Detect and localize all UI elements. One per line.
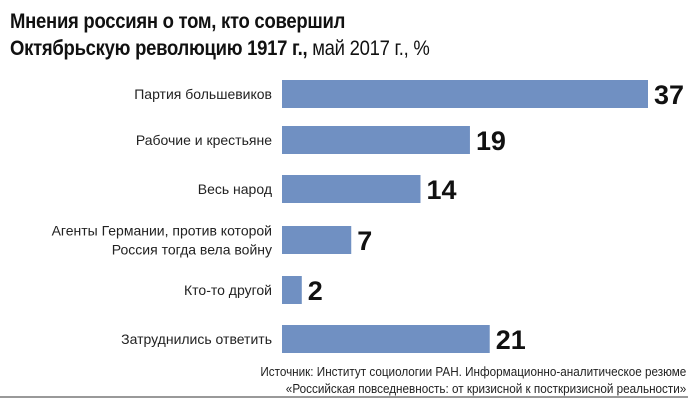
title-line-2-bold: Октябрьскую революцию 1917 г., [10,37,308,60]
category-label: Рабочие и крестьяне [136,132,272,148]
bottom-rule [0,396,688,398]
data-label: 7 [357,226,372,256]
bar [282,276,302,304]
category-label: Кто-то другой [184,282,272,298]
category-label: Затруднились ответить [121,331,272,347]
bar [282,226,352,254]
category-label: Россия тогда вела войну [112,242,272,258]
bar [282,126,470,154]
data-label: 14 [426,175,456,205]
bar [282,325,490,353]
category-label: Агенты Германии, против которой [52,223,272,239]
data-label: 21 [496,325,526,355]
bar [282,175,421,203]
source-line-2: «Российская повседневность: от кризисной… [285,381,686,396]
title-line-2-light: май 2017 г., % [307,37,430,60]
bar [282,80,648,108]
category-label: Весь народ [198,181,272,197]
category-label: Партия большевиков [134,86,272,102]
chart-title: Мнения россиян о том, кто совершил Октяб… [10,8,430,62]
data-label: 37 [654,80,684,110]
source-note: Источник: Институт социологии РАН. Инфор… [260,363,686,397]
title-line-1: Мнения россиян о том, кто совершил [10,10,346,33]
source-line-1: Источник: Институт социологии РАН. Инфор… [260,364,686,379]
data-label: 19 [476,126,506,156]
data-label: 2 [308,276,323,306]
